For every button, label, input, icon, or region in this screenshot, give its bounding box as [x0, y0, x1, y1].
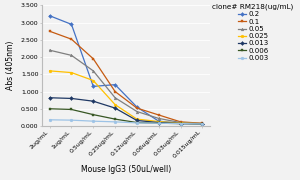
0.2 [135, 106, 139, 108]
0.05 [157, 117, 160, 120]
0.003 [179, 123, 182, 125]
0.006 [201, 123, 204, 125]
0.013 [48, 97, 51, 99]
0.05 [113, 97, 117, 99]
0.2 [113, 84, 117, 86]
0.006 [48, 108, 51, 110]
0.2 [157, 120, 160, 122]
0.013 [135, 119, 139, 122]
0.025 [92, 79, 95, 82]
0.1 [201, 122, 204, 124]
0.025 [201, 123, 204, 125]
Line: 0.006: 0.006 [48, 107, 204, 125]
0.05 [48, 49, 51, 51]
0.003 [201, 123, 204, 125]
0.05 [201, 123, 204, 125]
0.2 [201, 123, 204, 125]
Line: 0.1: 0.1 [48, 30, 204, 125]
0.006 [135, 122, 139, 124]
0.1 [157, 114, 160, 116]
Line: 0.05: 0.05 [48, 49, 204, 125]
0.025 [179, 122, 182, 124]
X-axis label: Mouse IgG3 (50uL/well): Mouse IgG3 (50uL/well) [81, 165, 171, 174]
0.025 [48, 70, 51, 72]
0.013 [92, 100, 95, 102]
0.05 [135, 111, 139, 113]
0.025 [113, 103, 117, 106]
0.2 [48, 15, 51, 17]
0.006 [92, 114, 95, 116]
0.1 [113, 91, 117, 93]
0.003 [92, 120, 95, 122]
0.003 [48, 119, 51, 121]
0.006 [179, 123, 182, 125]
0.003 [157, 122, 160, 124]
0.1 [48, 30, 51, 32]
0.013 [70, 97, 73, 100]
0.013 [179, 123, 182, 125]
0.025 [135, 118, 139, 120]
0.1 [70, 38, 73, 40]
0.006 [157, 122, 160, 124]
0.025 [157, 120, 160, 123]
0.003 [135, 122, 139, 124]
0.2 [92, 85, 95, 87]
Line: 0.025: 0.025 [48, 69, 204, 125]
0.013 [113, 107, 117, 109]
0.2 [179, 122, 182, 124]
0.1 [179, 121, 182, 123]
0.003 [70, 119, 73, 121]
Line: 0.013: 0.013 [48, 96, 204, 125]
0.05 [179, 122, 182, 124]
0.05 [92, 70, 95, 72]
0.2 [70, 23, 73, 25]
0.006 [70, 108, 73, 111]
Line: 0.003: 0.003 [48, 118, 204, 125]
Legend: 0.2, 0.1, 0.05, 0.025, 0.013, 0.006, 0.003: 0.2, 0.1, 0.05, 0.025, 0.013, 0.006, 0.0… [212, 3, 294, 62]
0.025 [70, 71, 73, 74]
0.1 [135, 107, 139, 109]
0.013 [157, 122, 160, 124]
Line: 0.2: 0.2 [48, 14, 204, 125]
0.003 [113, 121, 117, 123]
0.006 [113, 118, 117, 120]
Y-axis label: Abs (405nm): Abs (405nm) [6, 41, 15, 90]
0.05 [70, 54, 73, 57]
0.1 [92, 58, 95, 60]
0.013 [201, 123, 204, 125]
